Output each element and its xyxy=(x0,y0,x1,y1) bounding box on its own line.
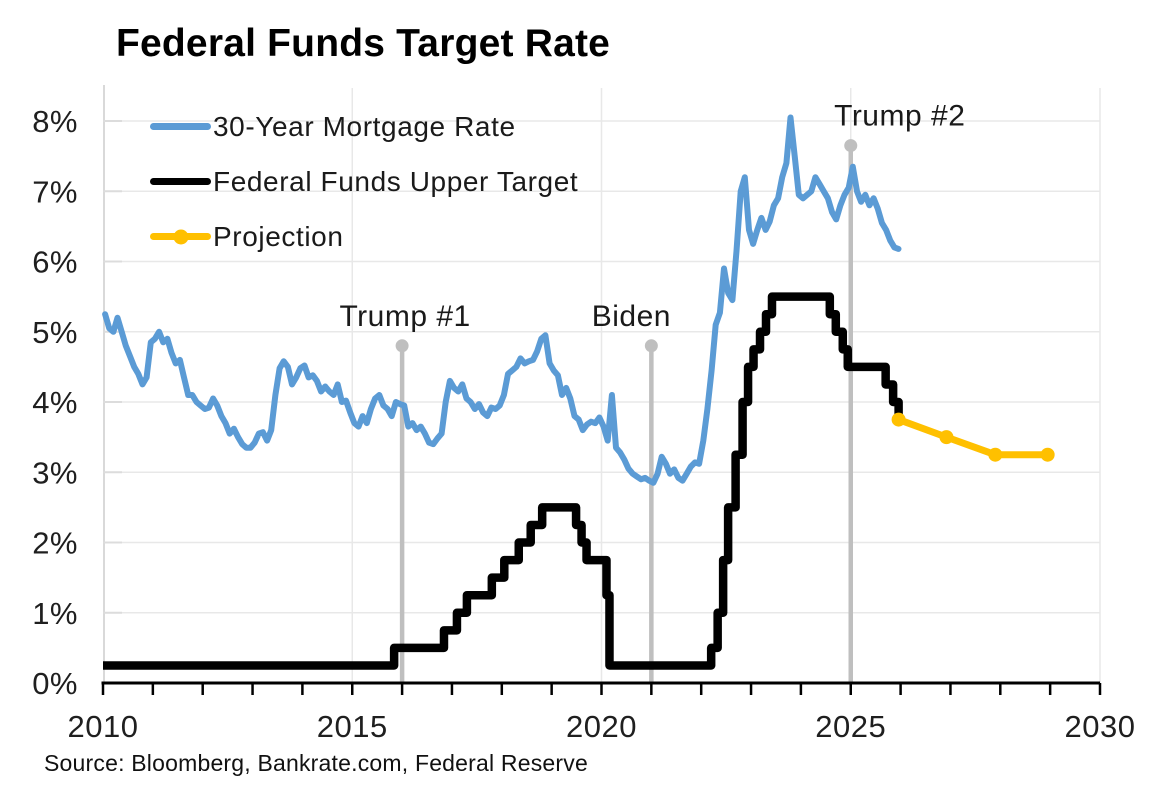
fed-funds-upper-target-line xyxy=(103,292,903,670)
source-note: Source: Bloomberg, Bankrate.com, Federal… xyxy=(44,750,588,776)
y-axis-tick-label: 3% xyxy=(32,455,78,490)
projection-marker xyxy=(1040,447,1055,462)
x-axis-tick-label: 2010 xyxy=(68,709,139,744)
y-axis-tick-label: 4% xyxy=(32,385,78,420)
annotation-label-3: Trump #2 xyxy=(834,100,965,133)
mortgage-rate-line xyxy=(102,114,902,486)
legend-item-mortgage-rate: 30-Year Mortgage Rate xyxy=(150,99,578,154)
chart-title: Federal Funds Target Rate xyxy=(116,22,611,65)
projection-swatch-icon xyxy=(150,229,211,244)
legend-item-fed-funds: Federal Funds Upper Target xyxy=(150,154,578,209)
x-axis-tick-label: 2025 xyxy=(815,709,886,744)
y-axis-tick-label: 2% xyxy=(32,526,78,561)
x-axis-tick-label: 2030 xyxy=(1065,709,1136,744)
fed-funds-swatch-icon xyxy=(150,178,211,185)
projection-marker-icon xyxy=(173,229,188,244)
annotation-label-2: Biden xyxy=(592,300,671,333)
legend-label: Projection xyxy=(213,220,344,252)
legend-item-projection: Projection xyxy=(150,209,578,264)
y-axis-tick-label: 6% xyxy=(32,245,78,280)
annotation-dot-3 xyxy=(844,139,858,153)
legend-label: Federal Funds Upper Target xyxy=(213,165,579,197)
x-axis-tick-label: 2015 xyxy=(317,709,388,744)
y-axis-tick-label: 1% xyxy=(32,596,78,631)
y-axis-tick-label: 0% xyxy=(32,666,78,701)
annotation-label-1: Trump #1 xyxy=(339,300,470,333)
y-axis-tick-label: 5% xyxy=(32,315,78,350)
annotation-dot-1 xyxy=(395,339,409,353)
projection-marker xyxy=(939,430,954,445)
x-axis-tick-label: 2020 xyxy=(566,709,637,744)
legend: 30-Year Mortgage Rate Federal Funds Uppe… xyxy=(150,99,578,264)
mortgage-rate-swatch-icon xyxy=(150,123,211,130)
annotation-dot-2 xyxy=(644,339,658,353)
y-axis-tick-label: 7% xyxy=(32,174,78,209)
projection-marker xyxy=(891,412,906,427)
projection-line xyxy=(895,416,1052,459)
legend-label: 30-Year Mortgage Rate xyxy=(213,110,516,142)
y-axis-tick-label: 8% xyxy=(32,104,78,139)
projection-marker xyxy=(988,447,1003,462)
